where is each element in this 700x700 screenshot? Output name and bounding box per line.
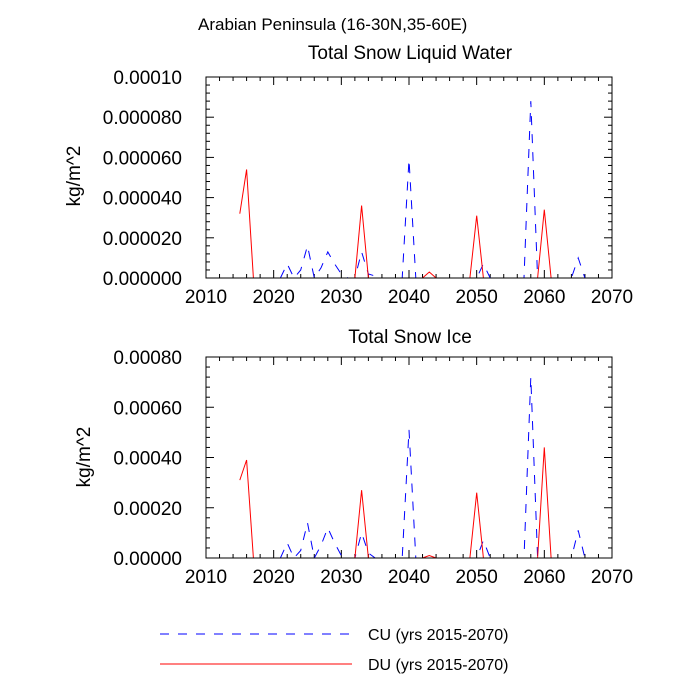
y-tick-label: 0.000020 xyxy=(103,229,182,250)
x-tick-label: 2010 xyxy=(185,567,227,588)
y-axis-label: kg/m^2 xyxy=(64,146,85,207)
x-tick-label: 2060 xyxy=(523,567,565,588)
y-tick-label: 0.00080 xyxy=(113,348,182,369)
y-tick-label: 0.00040 xyxy=(113,449,182,470)
y-tick-label: 0.000000 xyxy=(103,269,182,290)
y-tick-label: 0.000080 xyxy=(103,108,182,129)
y-tick-label: 0.00010 xyxy=(113,68,182,89)
y-axis-label: kg/m^2 xyxy=(74,427,95,488)
y-tick-label: 0.00000 xyxy=(113,549,182,570)
x-tick-label: 2060 xyxy=(523,287,565,308)
chart-title: Total Snow Liquid Water xyxy=(308,43,513,64)
x-tick-label: 2030 xyxy=(320,287,362,308)
plot-frame xyxy=(205,76,613,279)
legend: CU (yrs 2015-2070) DU (yrs 2015-2070) xyxy=(160,627,509,674)
y-tick-label: 0.000040 xyxy=(103,189,182,210)
legend-label-du: DU (yrs 2015-2070) xyxy=(368,657,509,674)
x-tick-label: 2010 xyxy=(185,287,227,308)
y-tick-label: 0.00020 xyxy=(113,499,182,520)
x-tick-label: 2030 xyxy=(320,567,362,588)
chart-title: Total Snow Ice xyxy=(348,327,472,348)
x-tick-label: 2070 xyxy=(591,567,633,588)
y-tick-label: 0.000060 xyxy=(103,148,182,169)
panel-snow-liquid-water: Total Snow Liquid Water kg/m^2 2010 2020 2… xyxy=(64,43,633,308)
x-tick-label: 2050 xyxy=(456,287,498,308)
series-line-du xyxy=(239,447,552,559)
series-line-du xyxy=(239,169,552,279)
plot-frame xyxy=(205,356,613,559)
series-line-cu xyxy=(279,101,586,280)
x-tick-label: 2070 xyxy=(591,287,633,308)
suptitle: Arabian Peninsula (16-30N,35-60E) xyxy=(198,15,467,34)
x-tick-label: 2020 xyxy=(253,287,295,308)
y-tick-label: 0.00060 xyxy=(113,398,182,419)
x-tick-label: 2040 xyxy=(388,287,430,308)
x-tick-label: 2040 xyxy=(388,567,430,588)
x-tick-label: 2020 xyxy=(253,567,295,588)
x-tick-label: 2050 xyxy=(456,567,498,588)
legend-label-cu: CU (yrs 2015-2070) xyxy=(368,627,509,644)
panel-snow-ice: Total Snow Ice kg/m^2 2010 2020 2030 2040 20… xyxy=(74,327,633,588)
